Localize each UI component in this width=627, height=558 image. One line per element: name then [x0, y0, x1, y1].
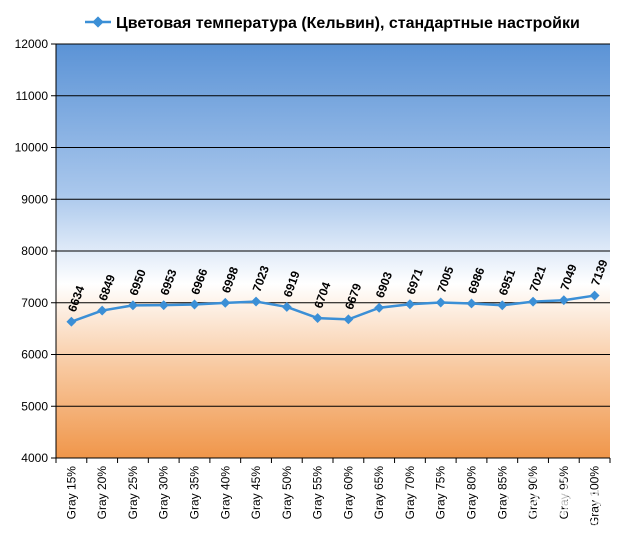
data-point-marker: [343, 314, 354, 325]
x-tick-label: Gray 100%: [588, 466, 602, 526]
data-point-marker: [589, 290, 600, 301]
x-tick-label: Gray 60%: [341, 466, 355, 520]
y-tick-label: 8000: [21, 244, 48, 258]
legend: Цветовая температура (Кельвин), стандарт…: [85, 15, 580, 32]
data-point-marker: [281, 301, 292, 312]
x-tick-label: Gray 75%: [434, 466, 448, 520]
data-point-marker: [435, 297, 446, 308]
data-point-marker: [374, 302, 385, 313]
x-tick-label: Gray 15%: [64, 466, 78, 520]
chart-title: Цветовая температура (Кельвин), стандарт…: [116, 15, 580, 32]
data-point-marker: [158, 300, 169, 311]
watermark: 3D NEWS Daily Digital Digest: [506, 476, 608, 529]
y-tick-label: 12000: [15, 37, 49, 51]
y-tick-label: 5000: [21, 399, 48, 413]
x-tick-label: Gray 85%: [495, 466, 509, 520]
data-point-marker: [220, 297, 231, 308]
x-tick-label: Gray 45%: [249, 466, 263, 520]
y-axis: 12000 11000 10000 9000 8000 7000 6000 5000 4000: [15, 37, 57, 465]
data-point-marker: [251, 296, 262, 307]
y-tick-label: 10000: [15, 141, 49, 155]
x-tick-label: Gray 30%: [157, 466, 171, 520]
x-tick-label: Gray 25%: [126, 466, 140, 520]
data-point-marker: [312, 313, 323, 324]
data-point-marker: [127, 300, 138, 311]
x-tick-label: Gray 55%: [311, 466, 325, 520]
y-tick-label: 11000: [16, 89, 49, 103]
x-tick-label: Gray 20%: [95, 466, 109, 520]
x-tick-label: Gray 40%: [218, 466, 232, 520]
data-point-marker: [466, 298, 477, 309]
watermark-logo: 3D NEWS: [512, 487, 608, 510]
y-tick-label: 7000: [21, 296, 48, 310]
y-tick-label: 4000: [21, 451, 48, 465]
x-tick-label: Gray 65%: [372, 466, 386, 520]
watermark-logo-box: [506, 476, 568, 516]
legend-marker: [92, 16, 104, 28]
watermark-tagline: Daily Digital Digest: [510, 518, 601, 529]
x-tick-label: Gray 35%: [188, 466, 202, 520]
x-tick-label: Gray 50%: [280, 466, 294, 520]
y-tick-label: 6000: [21, 348, 48, 362]
data-point-marker: [558, 295, 569, 306]
y-tick-label: 9000: [21, 192, 48, 206]
data-point-marker: [189, 299, 200, 310]
data-point-marker: [497, 300, 508, 311]
series-polyline: [70, 294, 595, 323]
data-point-marker: [528, 296, 539, 307]
data-point-marker: [404, 299, 415, 310]
x-tick-label: Gray 80%: [465, 466, 479, 520]
x-tick-label: Gray 70%: [403, 466, 417, 520]
